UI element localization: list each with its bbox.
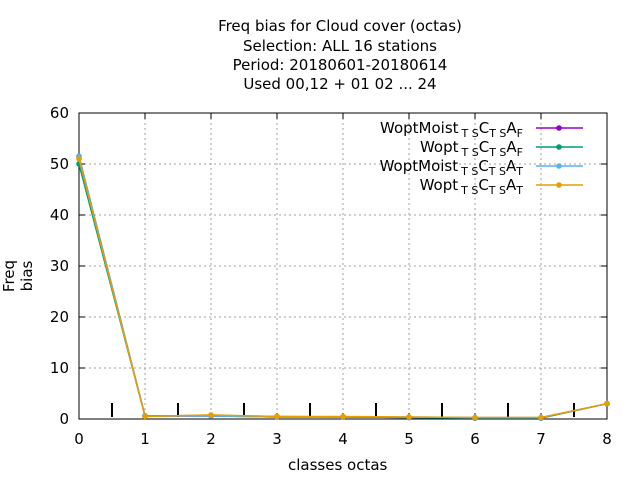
- series-point-3: [538, 414, 544, 421]
- legend-point-2: [556, 163, 562, 169]
- y-tick-label: 20: [50, 308, 69, 326]
- chart-title-line-3: Period: 20180601-20180614: [232, 56, 448, 74]
- legend-point-3: [556, 182, 562, 188]
- x-tick-label: 2: [206, 430, 216, 448]
- legend-point-1: [556, 144, 562, 150]
- legend-label-0: WoptMoist T SCT SAF: [380, 119, 523, 140]
- y-tick-label: 40: [50, 206, 69, 224]
- x-tick-label: 1: [140, 430, 150, 448]
- series-point-3: [208, 412, 214, 418]
- series-point-3: [604, 400, 610, 407]
- legend-point-0: [556, 125, 562, 131]
- x-tick-label: 5: [404, 430, 414, 448]
- y-tick-label: 50: [50, 155, 69, 173]
- x-tick-label: 7: [536, 430, 546, 448]
- x-tick-label: 6: [470, 430, 480, 448]
- legend-label-1: Wopt T SCT SAF: [420, 138, 523, 159]
- series-point-3: [76, 156, 82, 162]
- series-point-3: [274, 413, 280, 420]
- x-tick-label: 3: [272, 430, 282, 448]
- series-point-3: [472, 414, 478, 421]
- legend-label-3: Wopt T SCT SAT: [420, 176, 524, 197]
- legend-label-2: WoptMoist T SCT SAT: [380, 157, 524, 178]
- x-tick-label: 4: [338, 430, 348, 448]
- chart-title-line-2: Selection: ALL 16 stations: [243, 37, 437, 55]
- y-tick-label: 60: [50, 104, 69, 122]
- y-tick-label: 0: [59, 410, 69, 428]
- x-axis-title: classes octas: [288, 456, 388, 474]
- x-tick-label: 0: [74, 430, 84, 448]
- x-tick-label: 8: [602, 430, 612, 448]
- series-point-3: [340, 413, 346, 420]
- chart-title-line-4: Used 00,12 + 01 02 ... 24: [243, 75, 437, 93]
- chart-title-line-1: Freq bias for Cloud cover (octas): [218, 17, 462, 35]
- series-point-3: [406, 414, 412, 420]
- series-point-3: [142, 413, 148, 420]
- y-tick-label: 30: [50, 257, 69, 275]
- y-tick-label: 10: [50, 359, 69, 377]
